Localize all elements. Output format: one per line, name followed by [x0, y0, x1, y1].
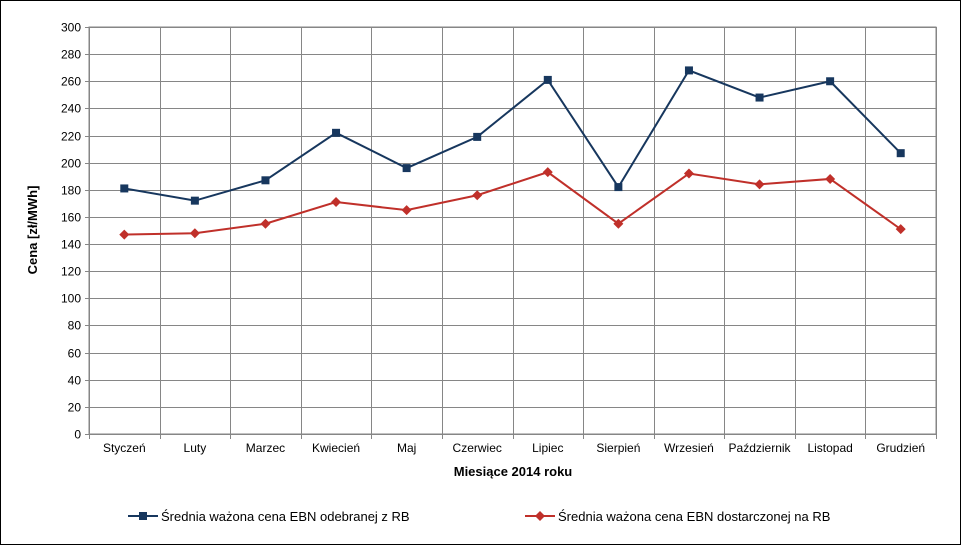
y-tick-label: 0	[74, 428, 81, 442]
y-tick-label: 20	[68, 401, 82, 415]
x-tick-label: Kwiecień	[312, 441, 360, 455]
legend-marker	[139, 512, 147, 520]
data-point	[331, 197, 342, 208]
y-tick-label: 260	[61, 75, 81, 89]
y-tick-label: 160	[61, 211, 81, 225]
y-tick-label: 40	[68, 374, 82, 388]
y-tick-label: 300	[61, 21, 81, 35]
data-point	[402, 164, 411, 173]
y-axis-title: Cena [zł/MWh]	[25, 186, 40, 275]
data-point	[189, 228, 200, 239]
legend-marker	[535, 511, 545, 521]
data-point	[895, 224, 906, 235]
data-point	[401, 205, 412, 216]
x-tick-label: Styczeń	[103, 441, 146, 455]
x-tick-label: Luty	[184, 441, 207, 455]
legend-label: Średnia ważona cena EBN odebranej z RB	[161, 509, 410, 524]
series-1	[120, 66, 905, 205]
y-tick-label: 60	[68, 347, 82, 361]
data-point	[754, 179, 765, 190]
data-point	[613, 218, 624, 229]
y-tick-label: 240	[61, 102, 81, 116]
data-point	[119, 229, 130, 240]
legend: Średnia ważona cena EBN odebranej z RB Śr…	[128, 509, 830, 524]
series-2	[119, 167, 906, 240]
x-tick-label: Lipiec	[532, 441, 563, 455]
y-tick-label: 100	[61, 292, 81, 306]
legend-item-1: Średnia ważona cena EBN odebranej z RB	[128, 509, 410, 524]
legend-item-2: Średnia ważona cena EBN dostarczonej na …	[525, 509, 830, 524]
data-point	[543, 75, 552, 84]
data-point	[896, 149, 905, 158]
data-point	[825, 173, 836, 184]
legend-label: Średnia ważona cena EBN dostarczonej na …	[558, 509, 830, 524]
data-point	[755, 93, 764, 102]
y-tick-label: 140	[61, 238, 81, 252]
data-point	[120, 184, 129, 193]
data-point	[684, 66, 693, 75]
series-lines	[119, 66, 906, 240]
y-axis-ticks: 0 20 40 60 80 100 120 140 160 180 200 220 240 260 280 3…	[61, 21, 89, 442]
series-line	[124, 171, 902, 236]
x-axis-title: Miesiące 2014 roku	[454, 464, 573, 479]
y-tick-label: 80	[68, 319, 82, 333]
x-tick-label: Wrzesień	[664, 441, 714, 455]
data-point	[190, 196, 199, 205]
x-tick-label: Czerwiec	[453, 441, 502, 455]
data-point	[472, 190, 483, 201]
data-point	[260, 218, 271, 229]
x-tick-label: Maj	[397, 441, 416, 455]
y-tick-label: 220	[61, 130, 81, 144]
x-tick-label: Sierpień	[596, 441, 640, 455]
series-line	[124, 69, 902, 202]
grid	[88, 26, 937, 439]
data-point	[683, 168, 694, 179]
y-tick-label: 120	[61, 265, 81, 279]
x-tick-label: Marzec	[246, 441, 285, 455]
data-point	[473, 132, 482, 141]
y-tick-label: 200	[61, 157, 81, 171]
x-axis-ticks: Styczeń Luty Marzec Kwiecień Maj Czerwiec Lipi…	[103, 441, 925, 455]
y-tick-label: 180	[61, 184, 81, 198]
data-point	[332, 128, 341, 137]
x-tick-label: Listopad	[807, 441, 852, 455]
data-point	[826, 77, 835, 86]
data-point	[542, 167, 553, 178]
data-point	[614, 183, 623, 192]
x-tick-label: Październik	[729, 441, 792, 455]
x-tick-label: Grudzień	[876, 441, 925, 455]
data-point	[261, 176, 270, 185]
y-tick-label: 280	[61, 48, 81, 62]
